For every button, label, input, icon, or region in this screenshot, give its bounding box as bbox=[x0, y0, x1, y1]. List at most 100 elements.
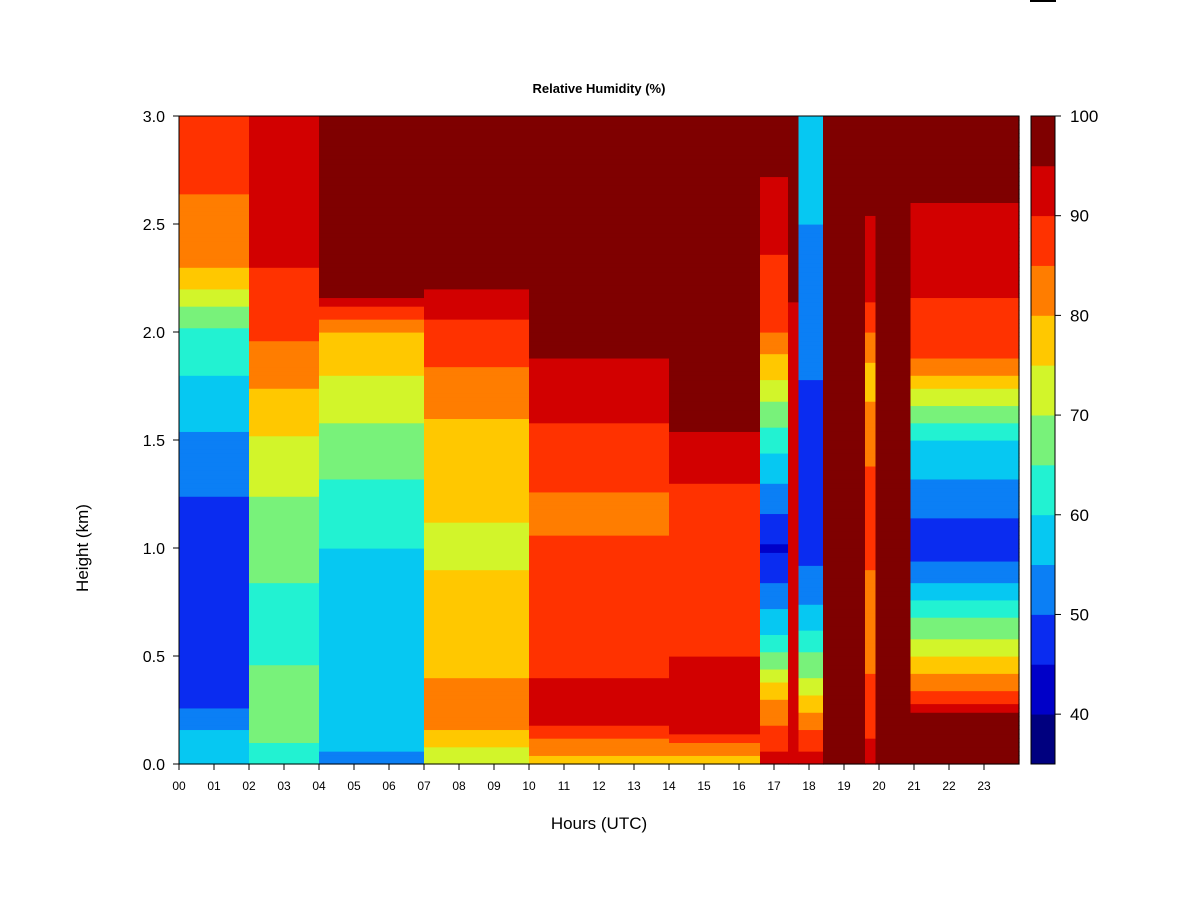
heat-cell bbox=[798, 530, 824, 536]
heat-cell bbox=[669, 254, 761, 260]
heat-cell bbox=[529, 569, 670, 575]
heat-cell bbox=[249, 746, 320, 752]
heat-cell bbox=[910, 565, 1020, 571]
heat-cell bbox=[529, 543, 670, 549]
heat-cell bbox=[798, 150, 824, 156]
heat-cell bbox=[424, 409, 530, 415]
heat-cell bbox=[179, 703, 250, 709]
heat-cell bbox=[669, 401, 761, 407]
heat-cell bbox=[798, 755, 824, 761]
heat-cell bbox=[910, 167, 1020, 173]
heat-cell bbox=[249, 483, 320, 489]
heat-cell bbox=[865, 370, 877, 376]
heat-cell bbox=[669, 206, 761, 212]
heat-cell bbox=[865, 599, 877, 605]
heat-cell bbox=[823, 526, 866, 532]
heat-cell bbox=[910, 746, 1020, 752]
heat-cell bbox=[179, 344, 250, 350]
heat-cell bbox=[669, 673, 761, 679]
heat-cell bbox=[760, 189, 789, 195]
heat-cell bbox=[788, 720, 800, 726]
y-tick-label: 2.0 bbox=[143, 325, 165, 342]
heat-cell bbox=[760, 660, 789, 666]
heat-cell bbox=[875, 427, 912, 432]
heat-cell bbox=[529, 275, 670, 281]
heat-cell bbox=[823, 284, 866, 290]
heat-cell bbox=[875, 133, 912, 139]
heat-cell bbox=[875, 245, 912, 251]
heat-cell bbox=[910, 526, 1020, 532]
heat-cell bbox=[788, 206, 800, 212]
heat-cell bbox=[865, 198, 877, 203]
heat-cell bbox=[249, 560, 320, 566]
heat-cell bbox=[798, 254, 824, 260]
heat-cell bbox=[788, 759, 800, 765]
heat-cell bbox=[823, 725, 866, 731]
heat-cell bbox=[823, 293, 866, 299]
heat-cell bbox=[875, 336, 912, 342]
heat-cell bbox=[179, 262, 250, 268]
heat-cell bbox=[875, 556, 912, 562]
heat-cell bbox=[529, 612, 670, 618]
heat-cell bbox=[865, 375, 877, 381]
heat-cell bbox=[788, 651, 800, 657]
heat-cell bbox=[865, 327, 877, 333]
heat-cell bbox=[875, 353, 912, 359]
heat-cell bbox=[760, 552, 789, 558]
heat-cell bbox=[865, 591, 877, 597]
heat-cell bbox=[788, 392, 800, 398]
heat-cell bbox=[249, 258, 320, 264]
heat-cell bbox=[249, 729, 320, 735]
heat-cell bbox=[249, 759, 320, 765]
heat-cell bbox=[910, 647, 1020, 653]
heat-cell bbox=[760, 124, 789, 130]
heat-cell bbox=[319, 401, 425, 407]
heat-cell bbox=[249, 720, 320, 726]
heat-cell bbox=[529, 595, 670, 601]
heat-cell bbox=[875, 565, 912, 571]
heat-cell bbox=[788, 535, 800, 540]
heat-cell bbox=[424, 729, 530, 735]
heat-cell bbox=[669, 180, 761, 186]
heat-cell bbox=[179, 638, 250, 644]
heat-cell bbox=[760, 284, 789, 290]
heat-cell bbox=[179, 128, 250, 134]
heat-cell bbox=[319, 517, 425, 523]
heat-cell bbox=[529, 738, 670, 743]
heat-cell bbox=[529, 141, 670, 147]
heat-cell bbox=[529, 401, 670, 407]
heat-cell bbox=[823, 159, 866, 165]
heat-cell bbox=[823, 621, 866, 627]
heat-cell bbox=[424, 314, 530, 320]
heat-cell bbox=[669, 288, 761, 294]
heat-cell bbox=[760, 120, 789, 126]
heat-cell bbox=[910, 418, 1020, 424]
heat-cell bbox=[319, 293, 425, 299]
heat-cell bbox=[760, 733, 789, 739]
heat-cell bbox=[424, 582, 530, 588]
heat-cell bbox=[760, 167, 789, 173]
heat-cell bbox=[875, 241, 912, 247]
heat-cell bbox=[865, 535, 877, 540]
heat-cell bbox=[823, 314, 866, 320]
heat-cell bbox=[875, 729, 912, 735]
heat-cell bbox=[760, 219, 789, 225]
heat-cell bbox=[788, 444, 800, 450]
heat-cell bbox=[875, 388, 912, 394]
heat-cell bbox=[823, 249, 866, 255]
heat-cell bbox=[823, 582, 866, 588]
heat-cell bbox=[875, 224, 912, 229]
heat-cell bbox=[319, 323, 425, 329]
heat-cell bbox=[669, 591, 761, 597]
heat-cell bbox=[823, 612, 866, 618]
heat-cell bbox=[798, 604, 824, 610]
heat-cell bbox=[424, 310, 530, 316]
heat-cell bbox=[249, 293, 320, 299]
heat-cell bbox=[865, 457, 877, 463]
heat-cell bbox=[875, 366, 912, 372]
heat-cell bbox=[529, 262, 670, 268]
x-tick-label: 17 bbox=[767, 779, 781, 793]
heat-cell bbox=[424, 448, 530, 454]
heat-cell bbox=[875, 332, 912, 337]
heat-cell bbox=[788, 465, 800, 471]
